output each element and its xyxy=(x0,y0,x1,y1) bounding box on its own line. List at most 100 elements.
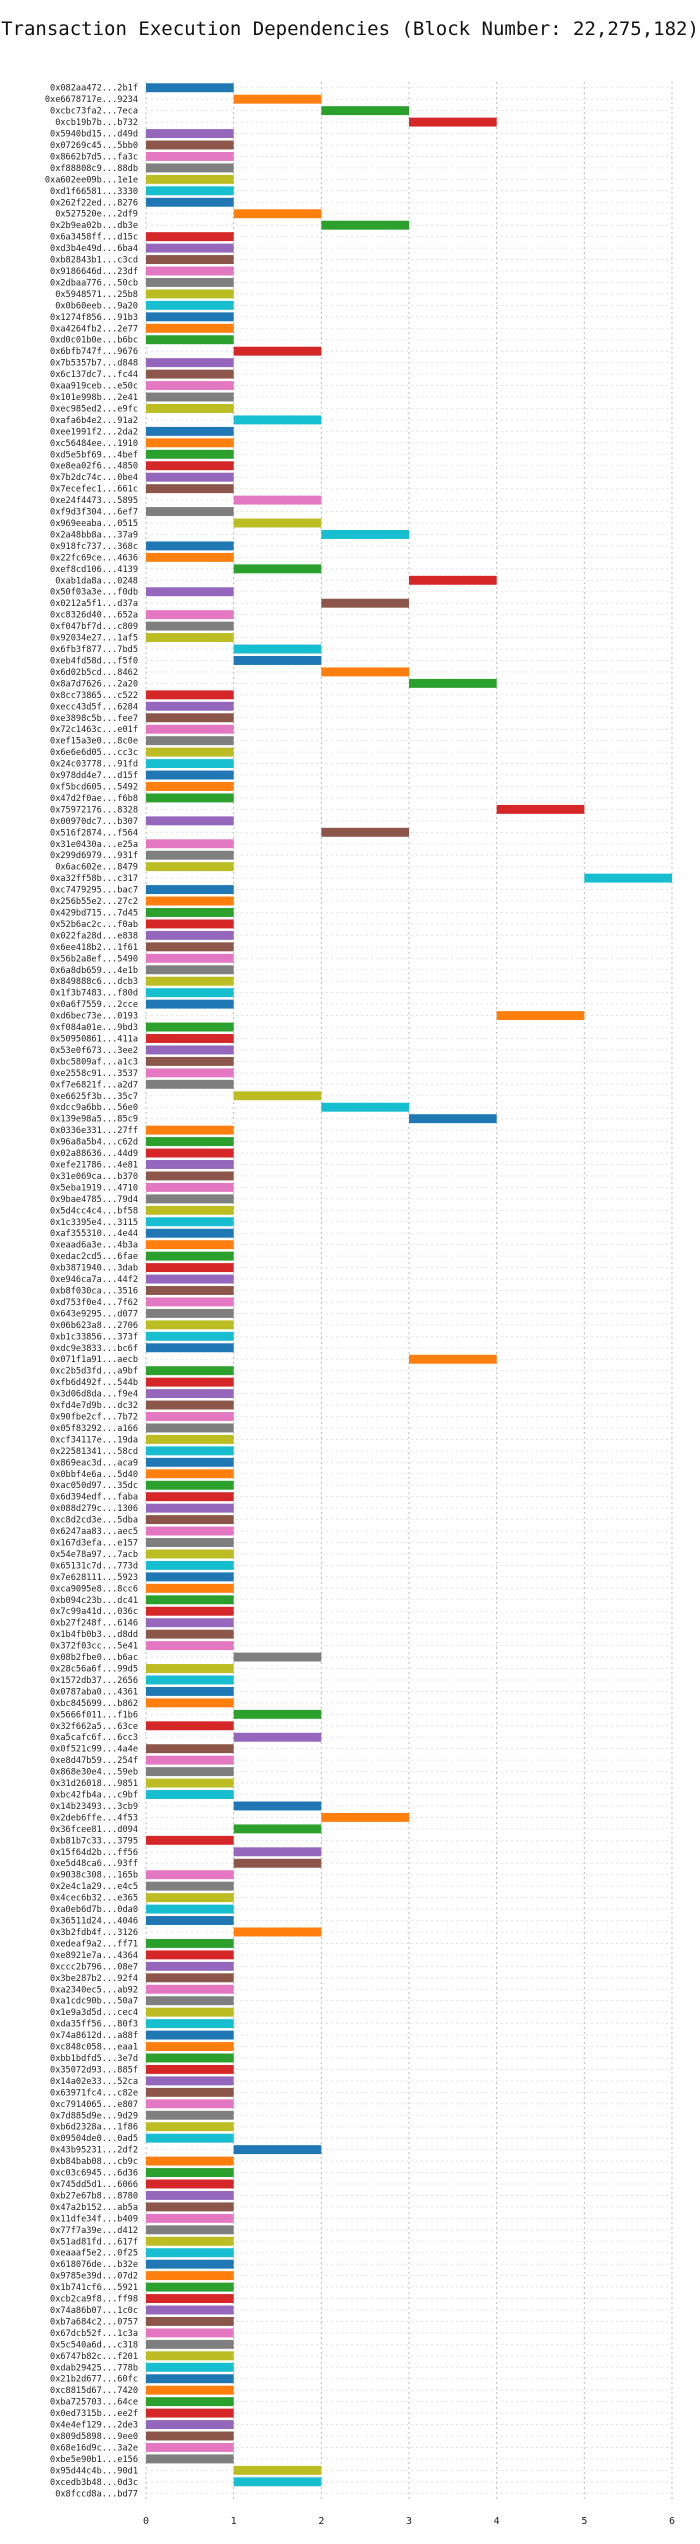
transaction-label: 0xc8326d40...652a xyxy=(50,611,138,621)
transaction-label: 0xedeaf9a2...ff71 xyxy=(50,1939,138,1949)
transaction-label: 0xb6d2328a...1f86 xyxy=(50,2123,138,2133)
transaction-bar xyxy=(146,621,234,631)
transaction-label: 0xd0c01b0e...b6bc xyxy=(50,336,138,346)
transaction-bar xyxy=(146,999,234,1009)
transaction-label: 0xd1f66581...3330 xyxy=(50,187,138,197)
transaction-bar xyxy=(146,2007,234,2017)
transaction-bar xyxy=(146,1606,234,1616)
transaction-bar xyxy=(233,1732,322,1742)
transaction-label: 0xb82843b1...c3cd xyxy=(50,256,138,266)
transaction-bar xyxy=(146,2087,234,2097)
transaction-label: 0xccc2b796...08e7 xyxy=(50,1962,138,1972)
transaction-label: 0x08b2fbe0...b6ac xyxy=(50,1653,138,1663)
transaction-label: 0x3be287b2...92f4 xyxy=(50,1974,138,1984)
transaction-bar xyxy=(321,106,409,116)
transaction-bar xyxy=(146,312,234,322)
transaction-label: 0xdab29425...778b xyxy=(50,2363,138,2373)
transaction-bar xyxy=(146,2236,234,2246)
transaction-label: 0xca9095e8...8cc6 xyxy=(50,1584,138,1594)
transaction-bar xyxy=(146,1377,234,1387)
transaction-label: 0xfd4e7d9b...dc32 xyxy=(50,1401,138,1411)
transaction-bar xyxy=(146,1423,234,1433)
transaction-label: 0x4cec6b32...e365 xyxy=(50,1894,138,1904)
transaction-label: 0x63971fc4...c82e xyxy=(50,2088,138,2098)
transaction-bar xyxy=(146,1366,234,1376)
transaction-label: 0xe6625f3b...35c7 xyxy=(50,1092,138,1102)
transaction-bar xyxy=(146,1904,234,1914)
transaction-label: 0x2dbaa776...50cb xyxy=(50,278,138,288)
transaction-label: 0xb3871940...3dab xyxy=(50,1264,138,1274)
transaction-label: 0x8cc73865...c522 xyxy=(50,691,138,701)
transaction-label: 0x75972176...8328 xyxy=(50,805,138,815)
transaction-bar xyxy=(146,1446,234,1456)
transaction-bar xyxy=(146,930,234,940)
transaction-bar xyxy=(146,151,234,161)
transaction-bar xyxy=(146,1560,234,1570)
transaction-bar xyxy=(146,449,234,459)
transaction-bar xyxy=(146,1331,234,1341)
transaction-label: 0xcbc73fa2...7eca xyxy=(50,107,138,117)
transaction-bar xyxy=(146,472,234,482)
transaction-bar xyxy=(146,816,234,826)
transaction-label: 0xda35ff56...80f3 xyxy=(50,2020,138,2030)
transaction-bar xyxy=(146,610,234,620)
transaction-bar xyxy=(233,94,322,104)
transaction-label: 0xaf355310...4e44 xyxy=(50,1229,138,1239)
transaction-bar xyxy=(146,163,234,173)
transaction-label: 0x47d2f0ae...f6b8 xyxy=(50,794,138,804)
transaction-bar xyxy=(146,552,234,562)
transaction-label: 0x3d06d8da...f9e4 xyxy=(50,1390,138,1400)
transaction-label: 0x6ee418b2...1f61 xyxy=(50,943,138,953)
transaction-bar xyxy=(146,197,234,207)
transaction-label: 0x643e9295...d077 xyxy=(50,1309,138,1319)
transaction-bar xyxy=(146,1767,234,1777)
transaction-bar xyxy=(409,575,497,585)
transaction-label: 0xef8cd106...4139 xyxy=(50,565,138,575)
transaction-bar xyxy=(146,2339,234,2349)
transaction-bar xyxy=(146,2110,234,2120)
transaction-bar xyxy=(146,896,234,906)
transaction-label: 0xbc845699...b862 xyxy=(50,1699,138,1709)
transaction-label: 0x868e30e4...59eb xyxy=(50,1768,138,1778)
transaction-bar xyxy=(146,1137,234,1147)
transaction-label: 0xe3898c5b...fee7 xyxy=(50,714,138,724)
transaction-label: 0x6fb3f877...7bd5 xyxy=(50,645,138,655)
transaction-bar xyxy=(146,358,234,368)
transaction-label: 0xeaaaf5e2...0f25 xyxy=(50,2249,138,2259)
transaction-bar xyxy=(146,747,234,757)
transaction-bar xyxy=(146,129,234,139)
transaction-bar xyxy=(146,1618,234,1628)
transaction-label: 0xb7a684c2...0757 xyxy=(50,2317,138,2327)
transaction-label: 0xac050d97...35dc xyxy=(50,1481,138,1491)
transaction-label: 0xa4264fb2...2e77 xyxy=(50,324,138,334)
transaction-label: 0x262f22ed...8276 xyxy=(50,198,138,208)
transaction-bar xyxy=(146,174,234,184)
transaction-label: 0x082aa472...2b1f xyxy=(50,84,138,94)
transaction-label: 0x0212a5f1...d37a xyxy=(50,599,138,609)
transaction-label: 0xf084a01e...9bd3 xyxy=(50,1023,138,1033)
transaction-bar xyxy=(146,1056,234,1066)
transaction-label: 0x1f3b7483...f80d xyxy=(50,989,138,999)
transaction-label: 0x6a3458ff...d15c xyxy=(50,233,138,243)
transaction-bar xyxy=(146,369,234,379)
transaction-bar xyxy=(146,1469,234,1479)
transaction-bar xyxy=(146,403,234,413)
transaction-label: 0x372f03cc...5e41 xyxy=(50,1642,138,1652)
transaction-bar xyxy=(146,1721,234,1731)
transaction-bar xyxy=(146,1148,234,1158)
transaction-bar xyxy=(146,2305,234,2315)
transaction-bar xyxy=(146,862,234,872)
transaction-bar xyxy=(146,1251,234,1261)
transaction-bar xyxy=(146,1881,234,1891)
transaction-bar xyxy=(146,1583,234,1593)
transaction-bar xyxy=(146,83,234,93)
transaction-bar xyxy=(146,2064,234,2074)
transaction-label: 0xe946ca7a...44f2 xyxy=(50,1275,138,1285)
transaction-label: 0xb094c23b...dc41 xyxy=(50,1596,138,1606)
transaction-bar xyxy=(146,2099,234,2109)
transaction-bar xyxy=(146,507,234,517)
transaction-bar xyxy=(146,1240,234,1250)
transaction-bar xyxy=(146,1125,234,1135)
transaction-label: 0x869eac3d...aca9 xyxy=(50,1458,138,1468)
transaction-bar xyxy=(146,2156,234,2166)
